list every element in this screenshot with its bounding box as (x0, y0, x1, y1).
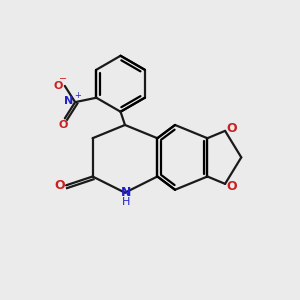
Text: O: O (226, 122, 237, 135)
Text: O: O (54, 81, 63, 91)
Text: H: H (122, 196, 130, 206)
Text: O: O (59, 120, 68, 130)
Text: O: O (54, 179, 65, 192)
Text: N: N (64, 96, 73, 106)
Text: −: − (59, 74, 68, 85)
Text: N: N (121, 186, 132, 199)
Text: +: + (74, 91, 81, 100)
Text: O: O (226, 180, 237, 193)
